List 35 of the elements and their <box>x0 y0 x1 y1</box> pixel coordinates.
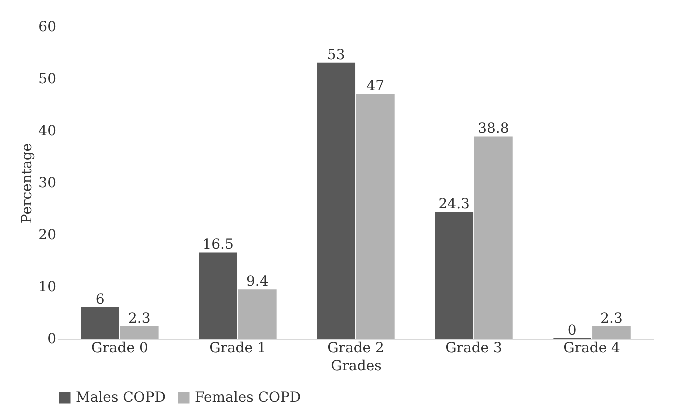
data-label: 9.4 <box>246 274 269 290</box>
y-tick-label: 10 <box>38 280 56 296</box>
data-label: 2.3 <box>128 311 151 328</box>
x-tick-label: Grade 4 <box>564 340 621 356</box>
legend-label: Females COPD <box>195 390 302 406</box>
y-axis-title: Percentage <box>20 143 36 224</box>
bar <box>120 326 159 340</box>
x-axis-title: Grades <box>331 358 382 374</box>
y-tick-label: 20 <box>38 228 56 244</box>
data-label: 0 <box>568 323 577 339</box>
data-label: 38.8 <box>478 121 510 138</box>
data-label: 53 <box>327 47 346 64</box>
x-tick-label: Grade 2 <box>328 340 384 356</box>
bar <box>199 252 238 340</box>
bar <box>592 326 631 340</box>
bar <box>356 94 395 340</box>
data-label: 6 <box>96 292 105 308</box>
data-label: 2.3 <box>600 311 623 328</box>
bar <box>238 290 277 340</box>
x-tick-label: Grade 1 <box>210 340 266 356</box>
y-tick-label: 30 <box>38 176 56 192</box>
data-label: 16.5 <box>202 237 234 254</box>
bar <box>317 62 356 340</box>
x-tick-label: Grade 3 <box>446 340 502 356</box>
y-tick-label: 40 <box>38 124 56 140</box>
bar <box>435 212 474 340</box>
bar <box>474 136 513 340</box>
data-label: 47 <box>366 78 385 95</box>
x-tick-label: Grade 0 <box>92 340 148 356</box>
y-tick-label: 50 <box>38 72 56 88</box>
data-label: 24.3 <box>438 196 470 213</box>
y-tick-label: 60 <box>38 20 56 36</box>
y-tick-label: 0 <box>48 332 56 348</box>
legend-label: Males COPD <box>76 390 166 406</box>
bar <box>81 307 120 340</box>
